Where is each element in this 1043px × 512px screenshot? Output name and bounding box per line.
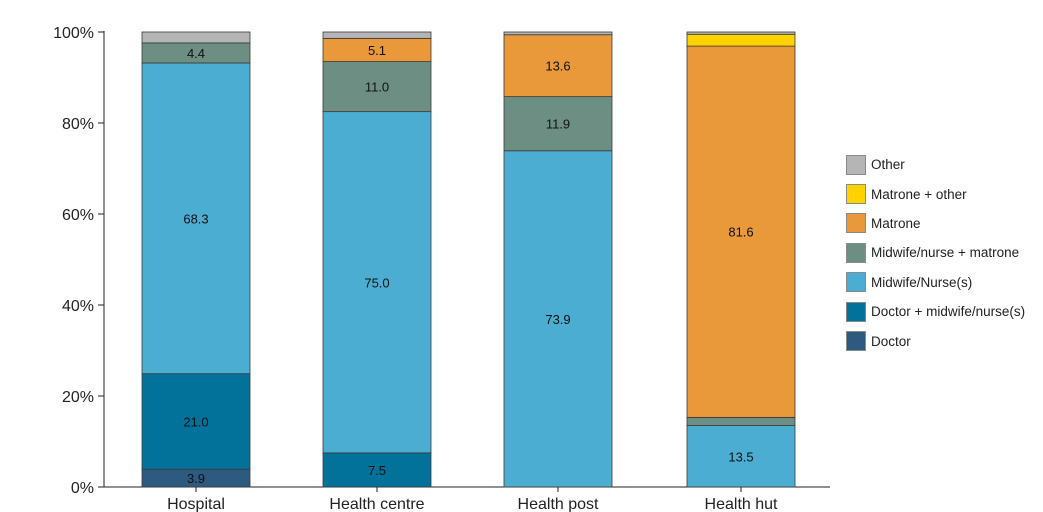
legend-swatch (846, 184, 866, 205)
x-tick-label: Hospital (167, 496, 225, 512)
bar-data-label: 3.9 (187, 471, 205, 486)
legend-swatch (846, 272, 866, 293)
legend-label: Matrone + other (871, 186, 967, 202)
bar-segment (686, 416, 796, 426)
y-tick-label: 80% (62, 116, 94, 133)
bar-segment (686, 45, 796, 418)
bar-segment (141, 31, 251, 44)
legend-item: Midwife/nurse + matrone (846, 238, 1025, 267)
bar-segment (503, 96, 613, 152)
legend-item: Matrone (846, 209, 1025, 238)
bar-segment (686, 425, 796, 488)
legend-label: Doctor (871, 333, 911, 349)
bar-data-label: 81.6 (728, 225, 753, 240)
bar-data-label: 11.0 (365, 80, 389, 95)
bar-segment (503, 34, 613, 98)
legend-label: Other (871, 157, 905, 173)
bar-segment (503, 31, 613, 36)
x-tick-label: Health hut (705, 496, 778, 512)
y-tick-label: 0% (71, 480, 94, 497)
legend-swatch (846, 301, 866, 322)
bar-data-label: 13.6 (545, 59, 570, 74)
legend-label: Matrone (871, 215, 921, 231)
chart-legend: Other Matrone + other Matrone Midwife/nurse… (846, 150, 1025, 356)
bar-data-label: 73.9 (545, 312, 570, 327)
bar-segment (141, 373, 251, 470)
bar-segment (322, 31, 432, 39)
legend-item: Other (846, 150, 1025, 179)
bar-data-label: 7.5 (368, 463, 386, 478)
y-tick-label: 100% (53, 25, 94, 42)
x-tick-label: Health centre (329, 496, 424, 512)
bar-data-label: 4.4 (187, 46, 205, 61)
bar-data-label: 68.3 (183, 211, 208, 226)
bar-segment (322, 111, 432, 454)
bar-segment (141, 62, 251, 375)
bar-segment (322, 452, 432, 488)
legend-swatch (846, 331, 866, 352)
legend-label: Midwife/Nurse(s) (871, 274, 973, 290)
y-tick-label: 60% (62, 207, 94, 224)
legend-item: Doctor + midwife/nurse(s) (846, 297, 1025, 326)
y-tick-label: 40% (62, 298, 94, 315)
bar-data-label: 21.0 (183, 414, 208, 429)
legend-item: Matrone + other (846, 179, 1025, 208)
legend-label: Doctor + midwife/nurse(s) (871, 304, 1026, 320)
legend-swatch (846, 213, 866, 234)
legend-label: Midwife/nurse + matrone (871, 245, 1020, 261)
bar-segment (686, 33, 796, 47)
bar-data-label: 75.0 (364, 275, 389, 290)
x-tick-label: Health post (518, 496, 599, 512)
bar-segment (322, 61, 432, 113)
bar-segment (686, 31, 796, 35)
legend-swatch (846, 242, 866, 263)
legend-item: Doctor (846, 326, 1025, 355)
bar-data-label: 13.5 (728, 449, 753, 464)
bar-data-label: 11.9 (546, 117, 570, 132)
y-tick-label: 20% (62, 389, 94, 406)
legend-item: Midwife/Nurse(s) (846, 268, 1025, 297)
bar-data-label: 5.1 (368, 43, 386, 58)
legend-swatch (846, 154, 866, 175)
